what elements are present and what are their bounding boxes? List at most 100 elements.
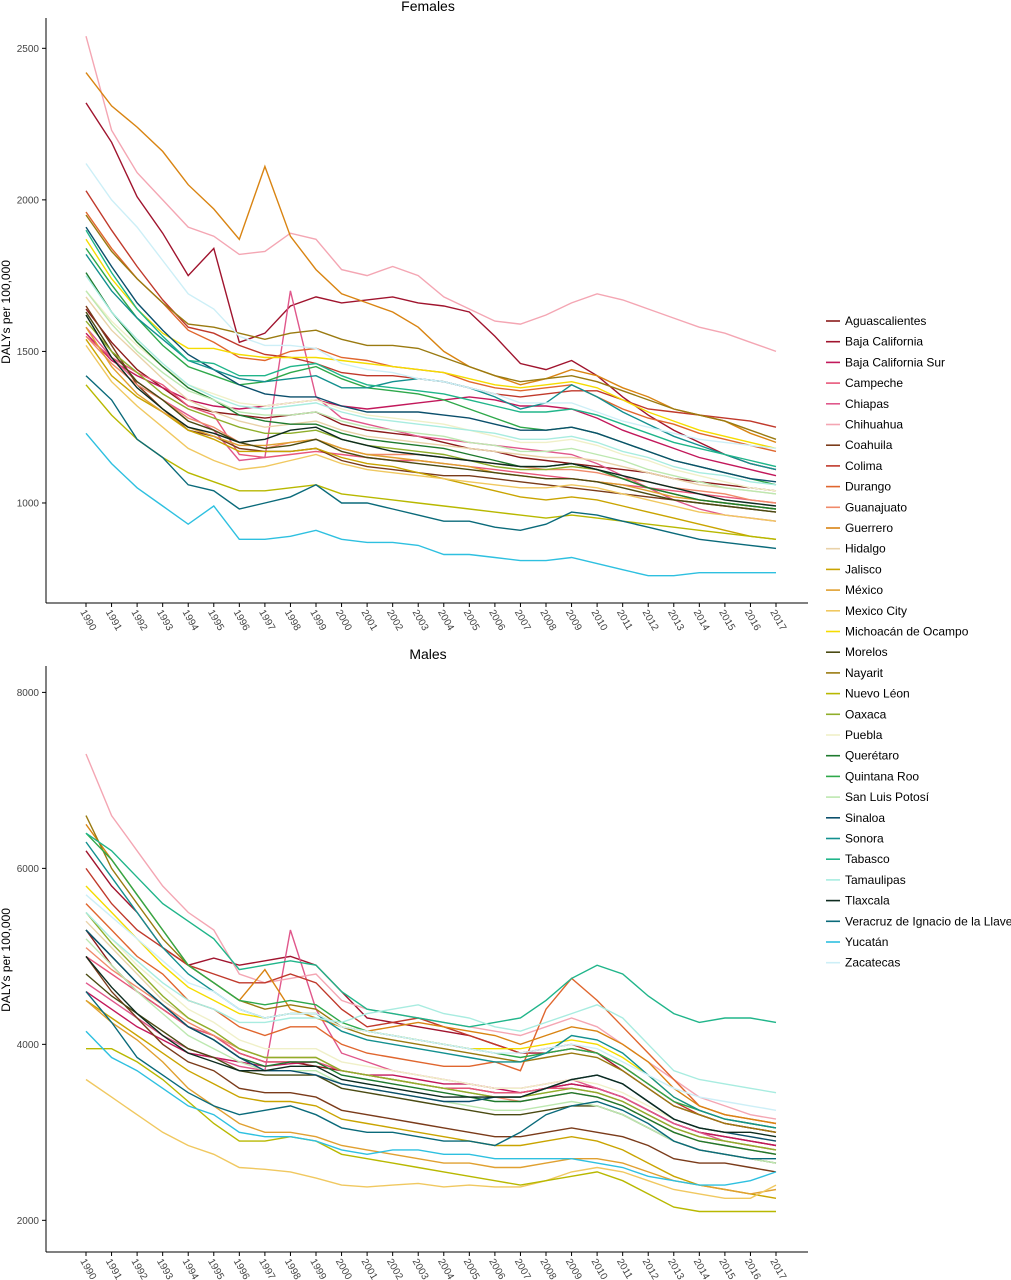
females-x-tick-label: 2005 (461, 608, 482, 633)
males-x-tick-label: 1996 (231, 1257, 252, 1280)
legend-label: Nuevo Léon (845, 687, 910, 701)
legend-item: Guanajuato (826, 500, 907, 514)
legend-item: Guerrero (826, 521, 893, 535)
males-x-tick-label: 2005 (461, 1257, 482, 1280)
males-x-tick-label: 1999 (307, 1257, 328, 1280)
legend-item: Baja California (826, 335, 923, 349)
legend-label: Veracruz de Ignacio de la Llave (845, 914, 1011, 928)
males-x-tick-label: 2007 (512, 1257, 533, 1280)
males-x-tick-label: 2012 (640, 1257, 661, 1280)
males-series-line-aguascalientes (85, 929, 777, 1147)
females-x-tick-label: 2003 (410, 608, 431, 633)
legend-label: Baja California (845, 335, 923, 349)
females-series-line-morelos (85, 311, 777, 513)
legend-label: Guanajuato (845, 500, 907, 514)
legend-label: Durango (845, 480, 891, 494)
females-panel: Females DALYs per 100,000 1000 1500 2000 25… (0, 0, 808, 633)
legend-item: Hidalgo (826, 542, 886, 556)
males-series-line-nayarit (85, 815, 777, 1133)
males-x-tick-label: 2009 (563, 1257, 584, 1280)
males-x-tick-label: 2011 (614, 1257, 634, 1280)
males-panel-title: Males (409, 646, 446, 662)
males-x-tick-label: 1998 (282, 1257, 303, 1280)
females-x-tick-label: 1994 (180, 608, 201, 633)
females-x-tick-label: 2000 (333, 608, 354, 633)
males-series-line-m-xico (85, 999, 777, 1195)
males-x-tick-label: 2008 (537, 1257, 558, 1280)
legend-item: Tlaxcala (826, 894, 890, 908)
males-series-line-sonora (85, 841, 777, 1129)
males-series-line-puebla (85, 911, 777, 1142)
legend-item: Aguascalientes (826, 314, 926, 328)
males-x-tick-label: 2016 (742, 1257, 763, 1280)
females-x-tick-label: 2007 (512, 608, 533, 633)
males-y-tick-label: 6000 (17, 864, 40, 875)
males-x-tick-label: 1995 (205, 1257, 226, 1280)
males-y-tick-label: 4000 (17, 1040, 40, 1051)
females-series-line-yucat-n (85, 432, 776, 577)
legend-label: Nayarit (845, 666, 884, 680)
legend-label: Sonora (845, 832, 884, 846)
males-y-tick-label: 2000 (17, 1216, 40, 1227)
females-x-tick-label: 2001 (359, 608, 380, 633)
females-y-axis-title: DALYs per 100,000 (0, 260, 13, 364)
males-x-tick-label: 2004 (435, 1257, 456, 1280)
legend: Aguascalientes Baja California Baja Califo… (826, 314, 1011, 970)
females-y-tick-label: 1500 (17, 347, 40, 358)
males-x-tick-label: 1990 (77, 1257, 98, 1280)
females-series-line-tabasco (85, 229, 777, 468)
males-x-tick-label: 2006 (486, 1257, 507, 1280)
females-series-line-tlaxcala (85, 314, 777, 507)
legend-item: San Luis Potosí (826, 790, 930, 804)
females-x-tick-label: 2008 (537, 608, 558, 633)
legend-label: Aguascalientes (845, 314, 926, 328)
females-series-line-hidalgo (85, 296, 777, 495)
legend-label: Michoacán de Ocampo (845, 625, 969, 639)
males-series-line-oaxaca (85, 911, 777, 1151)
males-x-tick-label: 2014 (691, 1257, 712, 1280)
males-x-tick-label: 1993 (154, 1257, 175, 1280)
females-x-tick-label: 1992 (129, 608, 150, 633)
females-x-tick-label: 2015 (716, 608, 737, 633)
legend-label: Guerrero (845, 521, 893, 535)
legend-label: Tabasco (845, 852, 890, 866)
legend-item: Chihuahua (826, 418, 903, 432)
females-series-line-puebla (85, 290, 777, 492)
legend-item: Puebla (826, 728, 883, 742)
females-series-line-san-luis-potos- (85, 290, 777, 495)
males-x-tick-label: 1991 (103, 1257, 124, 1280)
males-series-line-veracruz-de-ignacio-de-la-llave (85, 991, 776, 1160)
females-x-tick-label: 2013 (665, 608, 686, 633)
males-series-line-tabasco (85, 832, 777, 1028)
legend-item: Nayarit (826, 666, 884, 680)
females-x-tick-label: 1993 (154, 608, 175, 633)
legend-item: Mexico City (826, 604, 907, 618)
males-x-tick-label: 2017 (767, 1257, 788, 1280)
females-series-line-coahuila (85, 305, 777, 513)
females-y-tick-label: 1000 (17, 498, 40, 509)
legend-item: Baja California Sur (826, 355, 945, 369)
males-panel: Males DALYs per 100,000 2000 4000 6000 8000… (0, 646, 808, 1280)
females-x-tick-label: 2011 (614, 608, 634, 633)
females-x-tick-label: 1998 (282, 608, 303, 633)
males-series-line-nuevo-l-on (86, 1048, 776, 1213)
males-y-tick-label: 8000 (17, 688, 40, 699)
legend-item: Sonora (826, 832, 884, 846)
legend-item: Durango (826, 480, 891, 494)
legend-item: Oaxaca (826, 707, 887, 721)
females-series-line-mexico-city (85, 344, 777, 522)
males-y-axis-title: DALYs per 100,000 (0, 908, 13, 1012)
legend-label: México (845, 583, 883, 597)
legend-label: Zacatecas (845, 956, 900, 970)
legend-item: México (826, 583, 883, 597)
legend-item: Colima (826, 459, 883, 473)
legend-item: Zacatecas (826, 956, 900, 970)
legend-label: Campeche (845, 376, 903, 390)
legend-label: Quintana Roo (845, 769, 919, 783)
legend-item: Sinaloa (826, 811, 885, 825)
males-x-tick-label: 2015 (716, 1257, 737, 1280)
females-series-line-michoac-n-de-ocampo (85, 238, 777, 450)
females-x-tick-label: 1990 (77, 608, 98, 633)
legend-item: Querétaro (826, 749, 899, 763)
legend-label: Tlaxcala (845, 894, 890, 908)
